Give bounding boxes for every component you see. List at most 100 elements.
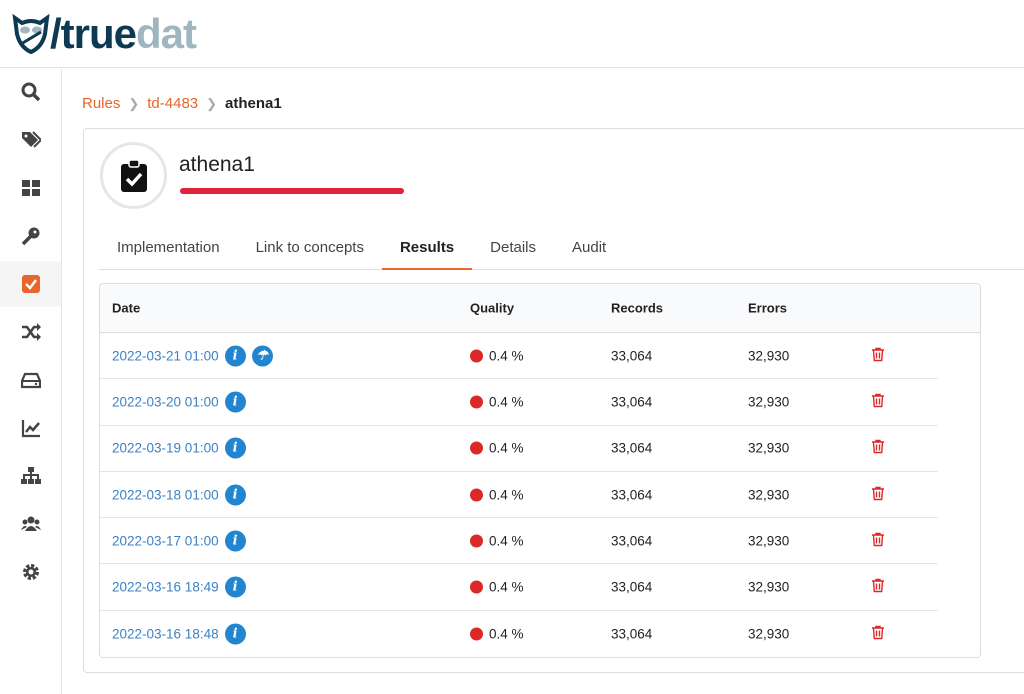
sidebar-item-search[interactable] (0, 69, 61, 115)
quality-value: 0.4 % (489, 579, 524, 595)
status-dot-icon (470, 349, 483, 363)
status-dot-icon (470, 441, 483, 455)
table-row: 2022-03-16 18:49 i 0.4 % 33,064 32,930 (100, 564, 938, 611)
delete-button[interactable] (872, 347, 884, 364)
quality-cell: 0.4 % (470, 441, 524, 456)
status-dot-icon (470, 627, 483, 641)
result-date-link[interactable]: 2022-03-18 01:00 (112, 487, 219, 503)
quality-cell: 0.4 % (470, 394, 524, 409)
breadcrumb-implementation[interactable]: td-4483 (147, 95, 199, 112)
result-date-link[interactable]: 2022-03-17 01:00 (112, 533, 219, 549)
errors-cell: 32,930 (748, 348, 790, 364)
errors-cell: 32,930 (748, 440, 790, 456)
date-cell: 2022-03-17 01:00 i (112, 530, 246, 552)
app-header: /true dat (0, 0, 1024, 68)
truedat-logo[interactable]: /true dat (12, 10, 197, 58)
breadcrumb-rules[interactable]: Rules (82, 95, 121, 112)
sidebar-item-key[interactable] (0, 213, 61, 259)
info-icon[interactable]: i (224, 437, 246, 459)
tab-results[interactable]: Results (381, 225, 473, 270)
tab-link-to-concepts[interactable]: Link to concepts (255, 239, 364, 256)
breadcrumb: Rules ❯ td-4483 ❯ athena1 (82, 95, 282, 112)
rule-card: athena1 Implementation Link to concepts Re… (83, 128, 1024, 673)
sidebar-item-tags[interactable] (0, 117, 61, 163)
delete-button[interactable] (872, 393, 884, 410)
date-cell: 2022-03-16 18:48 i (112, 623, 246, 645)
sidebar (0, 69, 62, 694)
chart-line-icon (21, 420, 40, 438)
records-cell: 33,064 (611, 487, 653, 503)
header-date[interactable]: Date (112, 300, 141, 316)
sidebar-item-chart-line[interactable] (0, 405, 61, 451)
header-errors[interactable]: Errors (748, 300, 788, 316)
owl-shield-icon (12, 14, 50, 54)
umbrella-icon[interactable]: ☂ (251, 345, 273, 367)
errors-cell: 32,930 (748, 487, 790, 503)
sidebar-item-hdd[interactable] (0, 357, 61, 403)
quality-cell: 0.4 % (470, 626, 524, 641)
records-cell: 33,064 (611, 533, 653, 549)
table-row: 2022-03-16 18:48 i 0.4 % 33,064 32,930 (100, 611, 938, 657)
records-cell: 33,064 (611, 626, 653, 642)
info-icon[interactable]: i (224, 530, 246, 552)
sidebar-item-shuffle[interactable] (0, 309, 61, 355)
sidebar-item-gear[interactable] (0, 549, 61, 595)
records-cell: 33,064 (611, 394, 653, 410)
tab-details[interactable]: Details (490, 239, 537, 256)
quality-cell: 0.4 % (470, 580, 524, 595)
rule-title: athena1 (179, 153, 255, 176)
breadcrumb-current: athena1 (225, 95, 282, 112)
date-cell: 2022-03-18 01:00 i (112, 484, 246, 506)
info-icon[interactable]: i (224, 576, 246, 598)
table-header: Date Quality Records Errors (100, 284, 980, 333)
sidebar-item-check-square[interactable] (0, 261, 61, 307)
table-row: 2022-03-19 01:00 i 0.4 % 33,064 32,930 (100, 426, 938, 472)
sidebar-item-dashboard[interactable] (0, 165, 61, 211)
date-cell: 2022-03-19 01:00 i (112, 437, 246, 459)
status-dot-icon (470, 488, 483, 502)
result-date-link[interactable]: 2022-03-20 01:00 (112, 394, 219, 410)
records-cell: 33,064 (611, 579, 653, 595)
result-date-link[interactable]: 2022-03-21 01:00 (112, 348, 219, 364)
status-dot-icon (470, 534, 483, 548)
quality-value: 0.4 % (489, 487, 524, 503)
hdd-icon (20, 372, 41, 389)
delete-button[interactable] (872, 532, 884, 549)
errors-cell: 32,930 (748, 626, 790, 642)
delete-button[interactable] (872, 578, 884, 596)
result-date-link[interactable]: 2022-03-19 01:00 (112, 440, 219, 456)
trash-icon (872, 625, 884, 640)
result-date-link[interactable]: 2022-03-16 18:49 (112, 579, 219, 595)
table-row: 2022-03-20 01:00 i 0.4 % 33,064 32,930 (100, 379, 938, 426)
delete-button[interactable] (872, 440, 884, 457)
header-records[interactable]: Records (611, 300, 664, 316)
info-icon[interactable]: i (224, 623, 246, 645)
date-cell: 2022-03-21 01:00 i ☂ (112, 345, 273, 367)
quality-value: 0.4 % (489, 626, 524, 642)
tab-audit[interactable]: Audit (572, 239, 607, 256)
sidebar-item-users[interactable] (0, 501, 61, 547)
delete-button[interactable] (872, 625, 884, 642)
date-cell: 2022-03-16 18:49 i (112, 576, 246, 598)
info-icon[interactable]: i (224, 345, 246, 367)
shuffle-icon (21, 323, 41, 341)
info-icon[interactable]: i (224, 391, 246, 413)
results-table: Date Quality Records Errors 2022-03-21 0… (99, 283, 981, 658)
logo-text-dat: dat (136, 10, 197, 57)
quality-cell: 0.4 % (470, 487, 524, 502)
rule-avatar (100, 142, 167, 209)
info-icon[interactable]: i (224, 484, 246, 506)
sidebar-item-sitemap[interactable] (0, 453, 61, 499)
header-quality[interactable]: Quality (470, 300, 515, 316)
trash-icon (872, 393, 884, 408)
delete-button[interactable] (872, 486, 884, 503)
dashboard-icon (21, 180, 40, 196)
quality-value: 0.4 % (489, 440, 524, 456)
quality-cell: 0.4 % (470, 348, 524, 363)
table-row: 2022-03-17 01:00 i 0.4 % 33,064 32,930 (100, 518, 938, 565)
date-cell: 2022-03-20 01:00 i (112, 391, 246, 413)
result-date-link[interactable]: 2022-03-16 18:48 (112, 626, 219, 642)
tab-implementation[interactable]: Implementation (117, 239, 220, 256)
tabs: Implementation Link to concepts Results Det… (99, 225, 1024, 270)
users-icon (20, 516, 41, 531)
